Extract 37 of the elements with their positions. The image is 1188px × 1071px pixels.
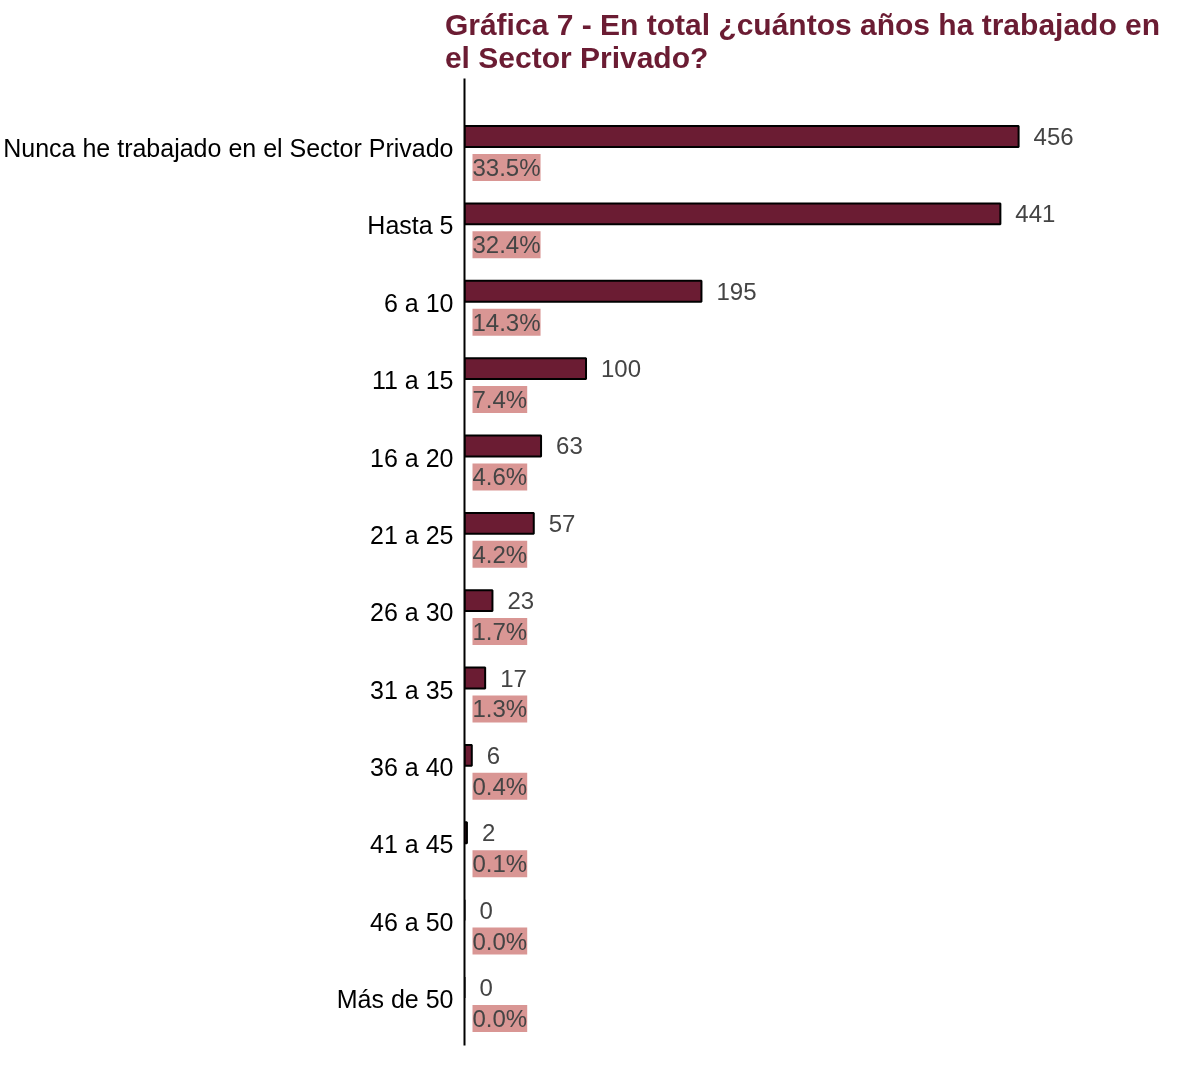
data-label: 0 — [479, 896, 493, 924]
annotation: 33.5% — [472, 153, 541, 181]
y-tick-label: 36 a 40 — [370, 753, 454, 781]
annotation: 0.0% — [472, 927, 528, 955]
data-label: 57 — [548, 509, 576, 537]
annotation: 14.3% — [472, 308, 541, 336]
data-label: 100 — [601, 355, 642, 383]
y-tick-label: 26 a 30 — [370, 598, 454, 627]
data-label: 456 — [1033, 123, 1074, 151]
data-label: 0 — [479, 973, 493, 1001]
annotation: 0.4% — [472, 772, 528, 800]
data-label: 2 — [481, 819, 496, 847]
annotation: 0.1% — [472, 850, 528, 878]
annotation: 4.6% — [472, 463, 528, 491]
y-tick-label: 16 a 20 — [370, 443, 454, 472]
y-tick-label: 31 a 35 — [370, 675, 454, 704]
y-tick-label: 46 a 50 — [370, 907, 454, 936]
annotation: 1.7% — [472, 618, 528, 646]
y-tick-label: Hasta 5 — [367, 211, 454, 240]
y-tick-label: 11 a 15 — [371, 366, 454, 395]
annotation: 32.4% — [472, 231, 541, 259]
y-tick-label: 6 a 10 — [383, 288, 454, 317]
annotation: 7.4% — [472, 386, 528, 414]
data-label: 23 — [507, 587, 535, 615]
y-tick-label: 41 a 45 — [370, 830, 454, 859]
annotation: 0.0% — [472, 1004, 528, 1032]
data-label: 17 — [500, 664, 527, 692]
data-label: 63 — [556, 432, 583, 460]
annotation: 4.2% — [472, 540, 528, 568]
annotation: 1.3% — [472, 695, 528, 723]
chart-title: Gráfica 7 - En total ¿cuántos años ha trabajado en el Sector Privado? — [444, 7, 1161, 74]
data-label: 6 — [486, 741, 501, 769]
y-tick-label: Nunca he trabajado en el Sector Privado — [3, 134, 454, 163]
data-label: 195 — [716, 277, 757, 305]
y-tick-label: 21 a 25 — [370, 520, 454, 549]
data-label: 441 — [1015, 200, 1056, 228]
y-tick-label: Más de 50 — [336, 985, 454, 1014]
